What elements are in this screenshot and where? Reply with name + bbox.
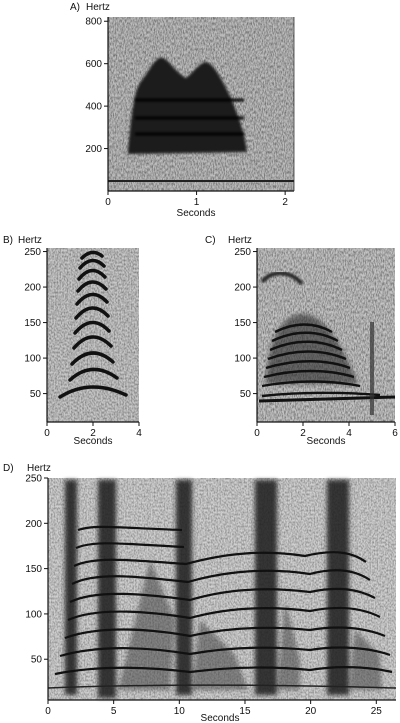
- panel-a-y-ticks: 200 400 600 800: [85, 17, 108, 155]
- panel-b-x-tick-label: 4: [136, 428, 142, 439]
- panel-c-y-tick-label: 200: [234, 283, 251, 294]
- panel-b-y-tick-label: 100: [24, 354, 41, 365]
- panel-d-y-tick-label: 150: [25, 564, 42, 575]
- panel-c-y-ticks: 50 100 150 200 250: [234, 247, 257, 400]
- panel-d-x-tick-label: 25: [371, 706, 383, 717]
- panel-b-y-tick-label: 200: [24, 283, 41, 294]
- panel-a: A) Hertz 200 400 600 800 0 1 2 Seconds: [70, 2, 295, 219]
- panel-d-ylabel: Hertz: [27, 463, 51, 474]
- panel-d-label: D): [3, 463, 14, 474]
- panel-a-x-ticks: 0 1 2: [105, 191, 288, 208]
- panel-b-x-tick-label: 2: [90, 428, 96, 439]
- panel-a-xlabel: Seconds: [177, 208, 216, 219]
- panel-c-x-ticks: 0 2 4 6: [254, 422, 398, 439]
- panel-c-ylabel: Hertz: [228, 235, 252, 246]
- panel-a-plot: [107, 17, 295, 192]
- panel-a-call-energy: [128, 57, 247, 154]
- panel-d-x-tick-label: 0: [45, 706, 51, 717]
- panel-d-y-ticks: 50 100 150 200 250: [25, 474, 48, 666]
- panel-c-x-tick-label: 0: [254, 428, 260, 439]
- panel-b-label: B): [3, 235, 13, 246]
- panel-b-y-tick-label: 250: [24, 247, 41, 258]
- panel-a-x-tick-label: 1: [194, 197, 200, 208]
- panel-c-x-tick-label: 2: [300, 428, 306, 439]
- panel-d-x-tick-label: 15: [239, 706, 251, 717]
- panel-c-y-tick-label: 50: [240, 389, 252, 400]
- panel-b-ylabel: Hertz: [18, 235, 42, 246]
- panel-a-y-tick-label: 200: [85, 144, 102, 155]
- panel-c-y-tick-label: 250: [234, 247, 251, 258]
- panel-c-x-tick-label: 6: [392, 428, 398, 439]
- panel-b-x-tick-label: 0: [44, 428, 50, 439]
- panel-b-y-tick-label: 50: [30, 389, 42, 400]
- panel-d-x-ticks: 0 5 10 15 20 25: [45, 700, 382, 717]
- panel-d-xlabel: Seconds: [201, 713, 240, 723]
- panel-d-plot: [47, 478, 397, 701]
- panel-d-y-tick-label: 100: [25, 609, 42, 620]
- panel-b-plot: [46, 248, 139, 423]
- panel-a-x-tick-label: 2: [282, 197, 288, 208]
- panel-c-y-tick-label: 100: [234, 354, 251, 365]
- panel-c-xlabel: Seconds: [307, 436, 346, 447]
- panel-a-y-tick-label: 800: [85, 17, 102, 28]
- panel-b-xlabel: Seconds: [74, 436, 113, 447]
- panel-d-x-tick-label: 5: [111, 706, 117, 717]
- panel-d-y-tick-label: 200: [25, 519, 42, 530]
- panel-b-x-ticks: 0 2 4: [44, 422, 142, 439]
- panel-d-y-tick-label: 250: [25, 474, 42, 485]
- panel-a-y-tick-label: 600: [85, 59, 102, 70]
- panel-a-y-tick-label: 400: [85, 102, 102, 113]
- panel-d: D) Hertz: [3, 463, 397, 723]
- panel-b-y-tick-label: 150: [24, 318, 41, 329]
- panel-c-plot: [256, 248, 396, 423]
- panel-b-y-ticks: 50 100 150 200 250: [24, 247, 47, 400]
- panel-d-x-tick-label: 20: [305, 706, 317, 717]
- panel-d-x-tick-label: 10: [174, 706, 186, 717]
- panel-a-x-tick-label: 0: [105, 197, 111, 208]
- panel-a-ylabel: Hertz: [86, 2, 110, 13]
- panel-c-y-tick-label: 150: [234, 318, 251, 329]
- panel-d-y-tick-label: 50: [31, 655, 43, 666]
- panel-c-x-tick-label: 4: [346, 428, 352, 439]
- panel-a-label: A): [70, 2, 80, 13]
- panel-c-label: C): [205, 235, 216, 246]
